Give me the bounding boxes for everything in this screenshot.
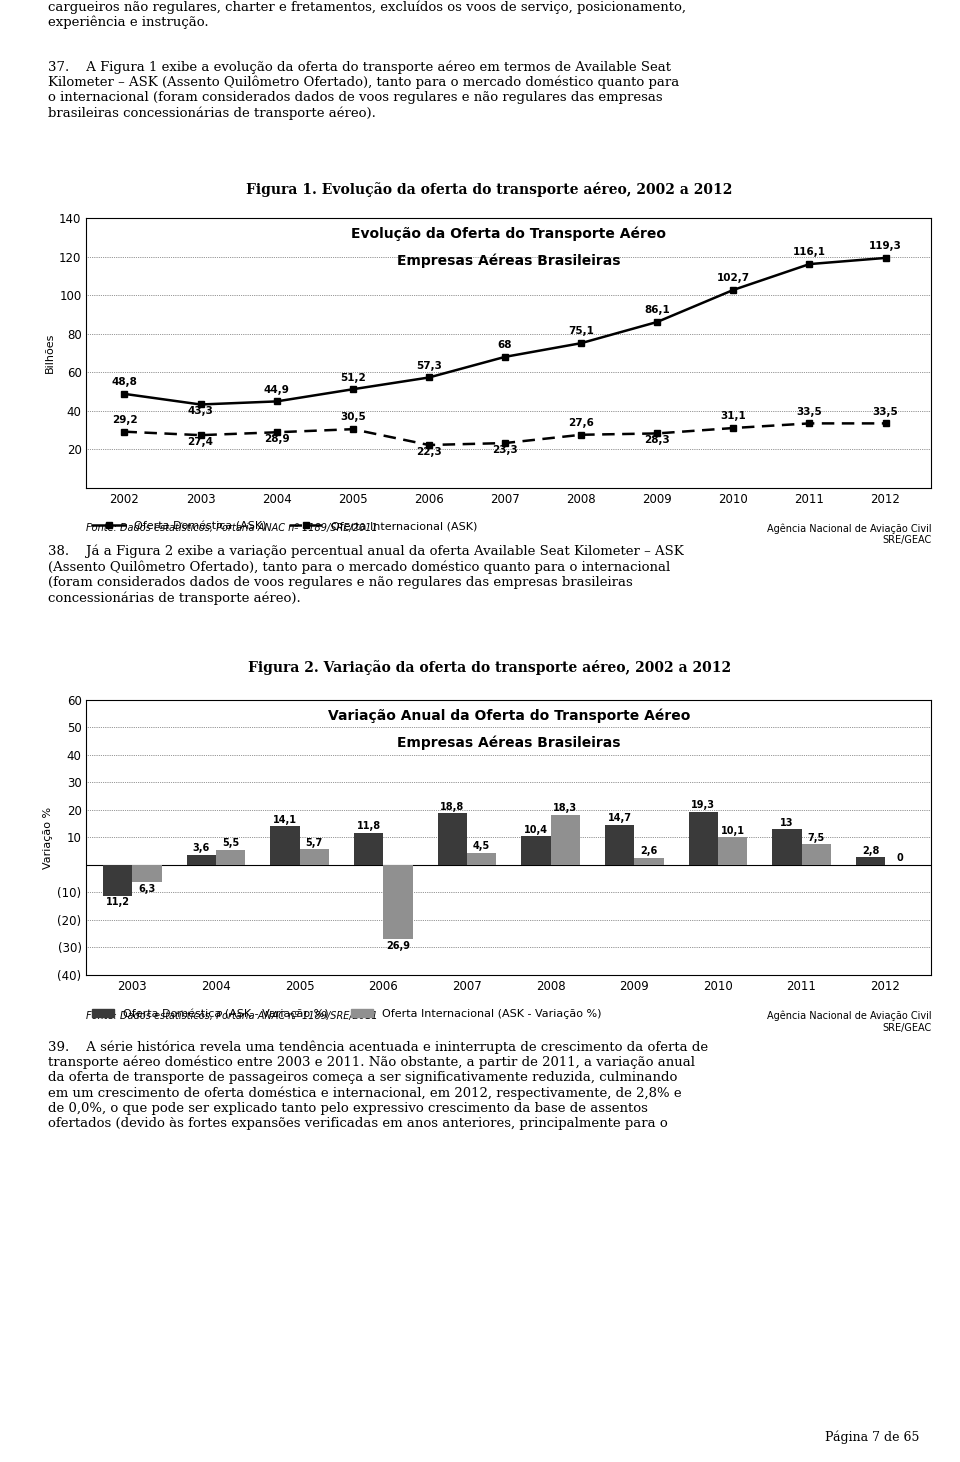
Text: Página 7 de 65: Página 7 de 65 xyxy=(826,1431,920,1444)
Text: 5,7: 5,7 xyxy=(305,838,323,848)
Text: 10,4: 10,4 xyxy=(524,825,548,835)
Bar xyxy=(688,811,718,866)
Legend: Oferta Doméstica (ASK), Oferta Internacional (ASK): Oferta Doméstica (ASK), Oferta Internaci… xyxy=(92,520,477,531)
Bar xyxy=(383,866,413,939)
Bar xyxy=(802,845,830,866)
Text: 86,1: 86,1 xyxy=(644,306,670,316)
Text: 27,4: 27,4 xyxy=(187,437,213,447)
Text: 28,9: 28,9 xyxy=(264,434,290,444)
Text: 75,1: 75,1 xyxy=(568,326,594,336)
Text: 2,8: 2,8 xyxy=(862,845,879,855)
Bar xyxy=(187,855,216,866)
Text: 6,3: 6,3 xyxy=(138,885,156,893)
Bar xyxy=(354,832,383,866)
Text: 37.    A Figura 1 exibe a evolução da oferta do transporte aéreo em termos de Av: 37. A Figura 1 exibe a evolução da ofert… xyxy=(48,60,680,120)
Bar xyxy=(772,829,802,866)
Text: 7,5: 7,5 xyxy=(807,833,825,842)
Text: cargueiros não regulares, charter e fretamentos, excluídos os voos de serviço, p: cargueiros não regulares, charter e fret… xyxy=(48,0,686,29)
Text: 5,5: 5,5 xyxy=(222,838,239,848)
Text: 29,2: 29,2 xyxy=(111,415,137,425)
Text: 38.    Já a Figura 2 exibe a variação percentual anual da oferta Available Seat : 38. Já a Figura 2 exibe a variação perce… xyxy=(48,545,684,605)
Bar xyxy=(856,857,885,866)
Text: 13: 13 xyxy=(780,817,794,827)
Legend: Oferta Doméstica (ASK - Variação %), Oferta Internacional (ASK - Variação %): Oferta Doméstica (ASK - Variação %), Ofe… xyxy=(92,1009,602,1019)
Text: 33,5: 33,5 xyxy=(873,406,899,417)
Bar xyxy=(551,814,580,866)
Text: 27,6: 27,6 xyxy=(568,418,594,428)
Text: Empresas Aéreas Brasileiras: Empresas Aéreas Brasileiras xyxy=(397,253,620,268)
Text: 18,3: 18,3 xyxy=(553,803,577,813)
Bar xyxy=(216,849,246,866)
Text: 43,3: 43,3 xyxy=(187,406,213,417)
Bar xyxy=(718,838,747,866)
Text: 33,5: 33,5 xyxy=(797,406,823,417)
Bar xyxy=(132,866,161,883)
Text: 68: 68 xyxy=(497,341,513,349)
Bar xyxy=(521,836,551,866)
Bar xyxy=(103,866,132,896)
Text: 26,9: 26,9 xyxy=(386,940,410,950)
Y-axis label: Variação %: Variação % xyxy=(43,807,53,868)
Text: 31,1: 31,1 xyxy=(720,411,746,421)
Text: 4,5: 4,5 xyxy=(473,841,491,851)
Text: 102,7: 102,7 xyxy=(717,273,750,284)
Bar xyxy=(271,826,300,866)
Text: 3,6: 3,6 xyxy=(193,844,210,854)
Bar xyxy=(467,852,496,866)
Bar xyxy=(438,813,467,866)
Text: 44,9: 44,9 xyxy=(264,385,290,395)
Text: Variação Anual da Oferta do Transporte Aéreo: Variação Anual da Oferta do Transporte A… xyxy=(327,708,690,722)
Text: 57,3: 57,3 xyxy=(416,361,442,371)
Text: 11,2: 11,2 xyxy=(106,898,130,908)
Text: 11,8: 11,8 xyxy=(356,820,381,830)
Text: Empresas Aéreas Brasileiras: Empresas Aéreas Brasileiras xyxy=(397,735,620,750)
Text: 19,3: 19,3 xyxy=(691,800,715,810)
Text: 39.    A série histórica revela uma tendência acentuada e ininterrupta de cresci: 39. A série histórica revela uma tendênc… xyxy=(48,1039,708,1130)
Text: 14,7: 14,7 xyxy=(608,813,632,823)
Text: 51,2: 51,2 xyxy=(340,373,366,383)
Text: 0: 0 xyxy=(897,854,903,864)
Text: 28,3: 28,3 xyxy=(644,436,670,444)
Text: 23,3: 23,3 xyxy=(492,444,517,455)
Text: Figura 2. Variação da oferta do transporte aéreo, 2002 a 2012: Figura 2. Variação da oferta do transpor… xyxy=(248,659,732,675)
Bar xyxy=(635,858,663,866)
Text: Figura 1. Evolução da oferta do transporte aéreo, 2002 a 2012: Figura 1. Evolução da oferta do transpor… xyxy=(247,181,732,197)
Text: Evolução da Oferta do Transporte Aéreo: Evolução da Oferta do Transporte Aéreo xyxy=(351,227,666,241)
Text: 14,1: 14,1 xyxy=(273,814,297,825)
Text: Agência Nacional de Aviação Civil
SRE/GEAC: Agência Nacional de Aviação Civil SRE/GE… xyxy=(767,523,931,545)
Text: 116,1: 116,1 xyxy=(793,247,826,257)
Text: 10,1: 10,1 xyxy=(721,826,745,836)
Text: 2,6: 2,6 xyxy=(640,846,658,857)
Text: 22,3: 22,3 xyxy=(416,446,442,456)
Text: 18,8: 18,8 xyxy=(441,801,465,811)
Bar xyxy=(300,849,329,866)
Y-axis label: Bilhões: Bilhões xyxy=(45,333,55,373)
Text: 119,3: 119,3 xyxy=(869,241,902,251)
Text: Agência Nacional de Aviação Civil
SRE/GEAC: Agência Nacional de Aviação Civil SRE/GE… xyxy=(767,1010,931,1032)
Text: Fonte: Dados estatísticos, Portaria ANAC nº 1189/SRE/2011: Fonte: Dados estatísticos, Portaria ANAC… xyxy=(86,1010,378,1020)
Text: Fonte: Dados estatísticos, Portaria ANAC nº 1189/SRE/2011: Fonte: Dados estatísticos, Portaria ANAC… xyxy=(86,523,378,534)
Text: 30,5: 30,5 xyxy=(340,412,366,423)
Bar xyxy=(605,825,635,866)
Text: 48,8: 48,8 xyxy=(111,377,137,387)
